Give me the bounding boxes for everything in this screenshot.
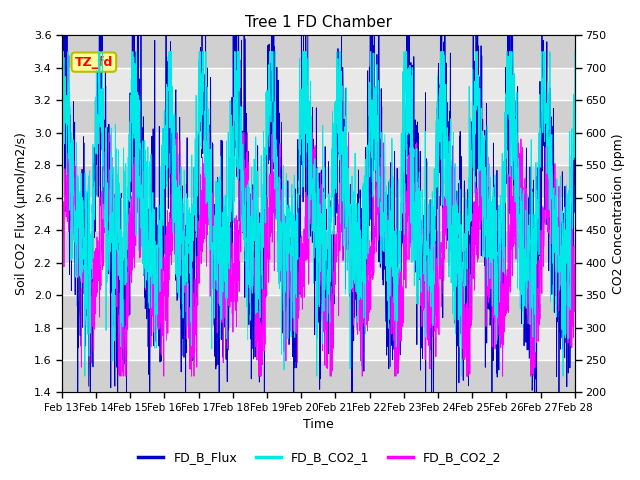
Legend: FD_B_Flux, FD_B_CO2_1, FD_B_CO2_2: FD_B_Flux, FD_B_CO2_1, FD_B_CO2_2: [133, 446, 507, 469]
Y-axis label: Soil CO2 Flux (μmol/m2/s): Soil CO2 Flux (μmol/m2/s): [15, 132, 28, 295]
Bar: [62, 36, 575, 68]
Text: TZ_fd: TZ_fd: [75, 56, 113, 69]
Y-axis label: CO2 Concentration (ppm): CO2 Concentration (ppm): [612, 133, 625, 294]
Bar: [62, 100, 575, 133]
Title: Tree 1 FD Chamber: Tree 1 FD Chamber: [245, 15, 392, 30]
Bar: [62, 165, 575, 198]
X-axis label: Time: Time: [303, 419, 333, 432]
Bar: [62, 295, 575, 327]
Bar: [62, 230, 575, 263]
Bar: [62, 360, 575, 393]
